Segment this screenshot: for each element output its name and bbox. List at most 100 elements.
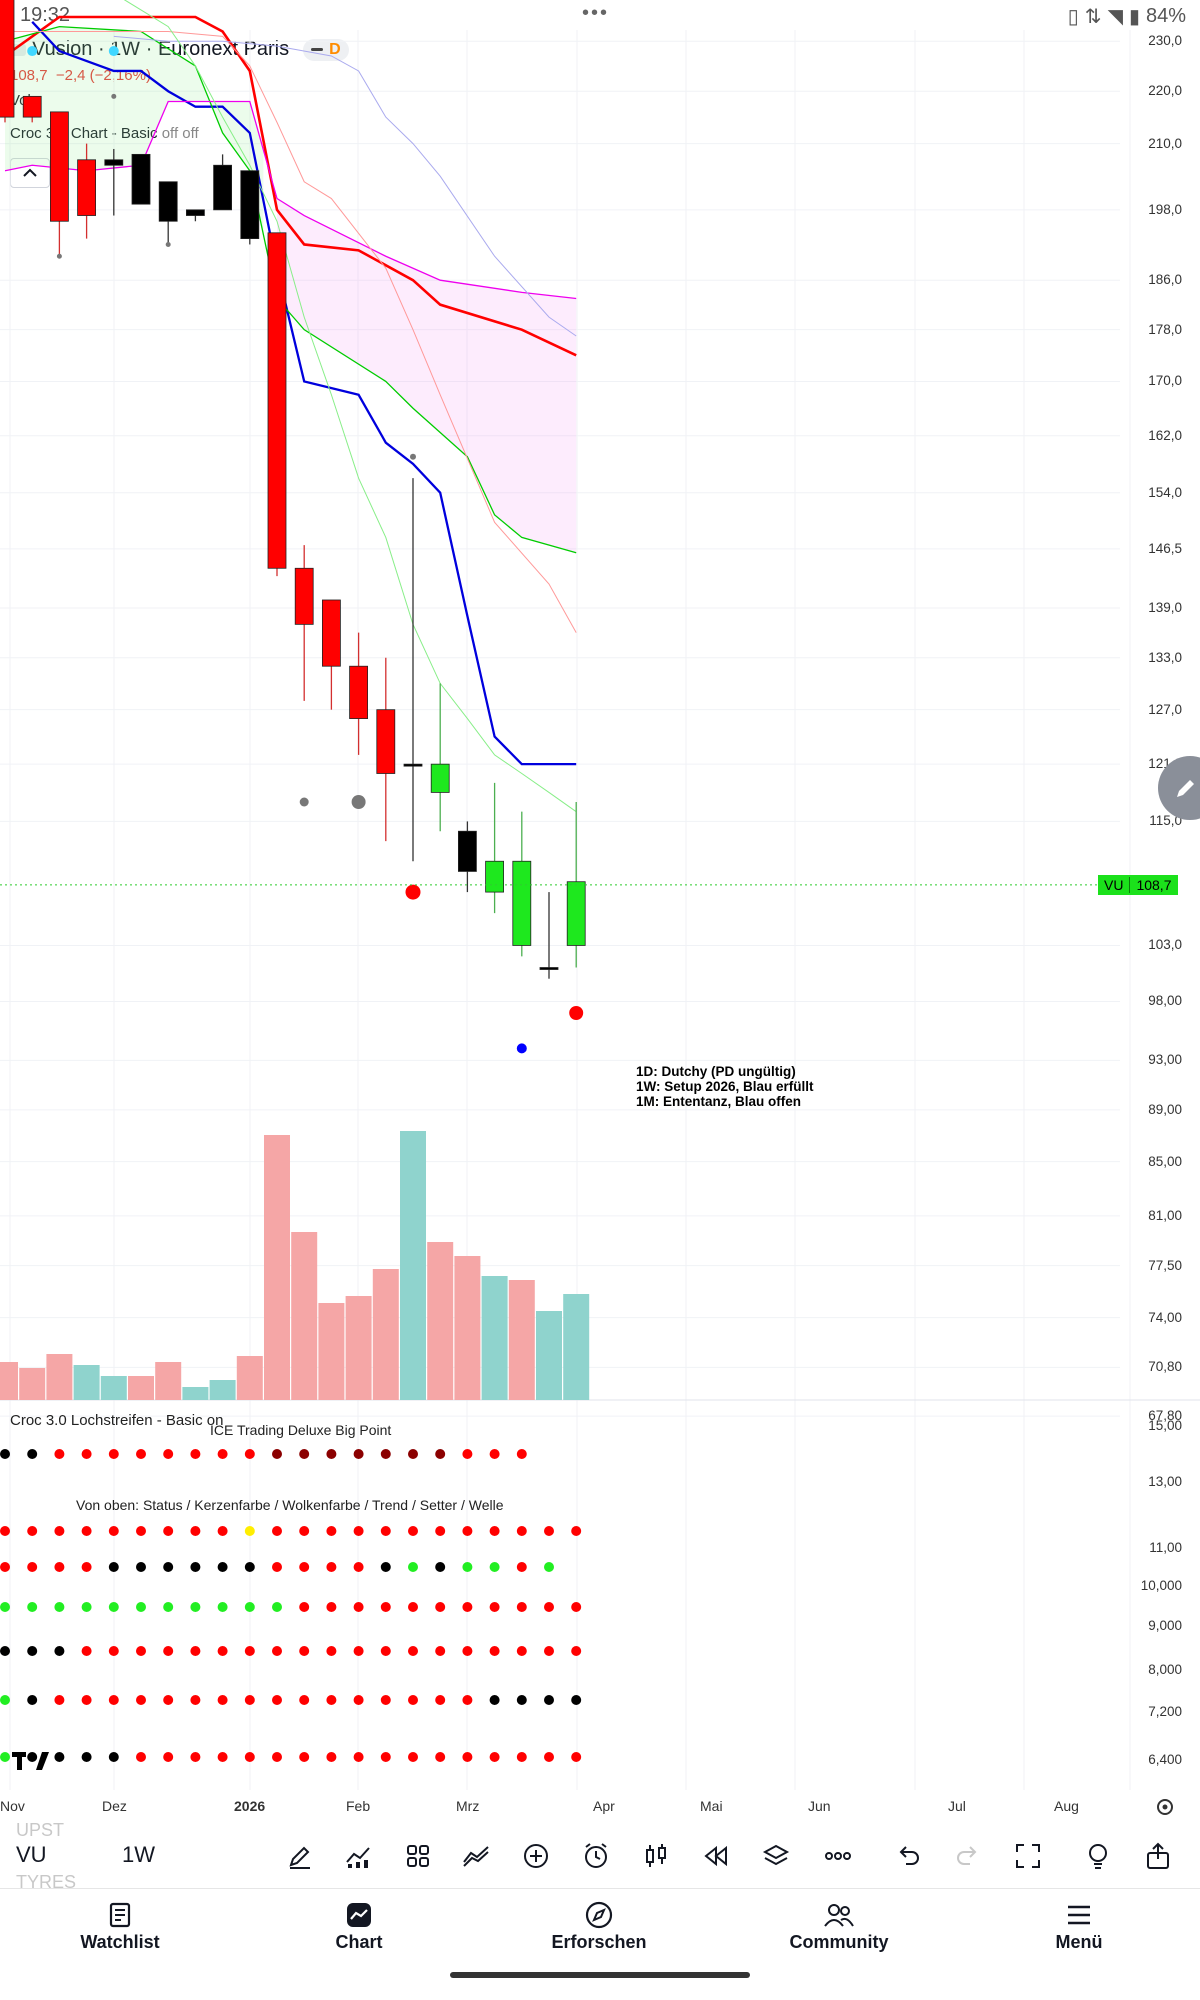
status-dot xyxy=(326,1602,337,1612)
status-dot xyxy=(435,1602,446,1612)
status-dot xyxy=(272,1449,282,1459)
undo-button[interactable] xyxy=(892,1840,924,1872)
status-dot xyxy=(217,1602,228,1612)
toolbar-interval[interactable]: 1W xyxy=(122,1842,155,1867)
candle-body xyxy=(267,232,287,569)
wifi-icon: ◥ xyxy=(1107,6,1123,28)
chart-type-button[interactable] xyxy=(640,1840,672,1872)
price-chart[interactable] xyxy=(0,0,1200,1800)
add-button[interactable] xyxy=(520,1840,552,1872)
status-dot xyxy=(27,1646,38,1656)
status-dot xyxy=(272,1526,282,1536)
share-button[interactable] xyxy=(1142,1840,1174,1872)
status-dot xyxy=(108,1562,119,1572)
lightbulb-icon xyxy=(1089,1844,1107,1869)
status-dot xyxy=(108,1646,119,1656)
status-dot xyxy=(380,1695,391,1705)
indicator-line xyxy=(123,0,577,813)
status-dot xyxy=(163,1695,174,1705)
status-dot xyxy=(217,1449,228,1459)
status-dot xyxy=(27,1602,38,1612)
nav-explore[interactable]: Erforschen xyxy=(519,1900,679,1953)
nav-menu[interactable]: Menü xyxy=(999,1900,1159,1953)
status-dot xyxy=(299,1449,310,1459)
indicator-line xyxy=(4,25,577,554)
status-dot xyxy=(435,1526,446,1536)
share-icon xyxy=(1147,1842,1169,1869)
indicators-button[interactable] xyxy=(342,1840,374,1872)
status-dot xyxy=(136,1526,146,1536)
ghost-symbol-top[interactable]: UPST xyxy=(16,1820,65,1840)
status-dot xyxy=(163,1526,174,1536)
grid-icon xyxy=(407,1845,429,1867)
status-dot xyxy=(571,1602,582,1612)
indicator-state: off off xyxy=(161,125,199,142)
status-dot xyxy=(54,1449,65,1459)
time-axis-label: Feb xyxy=(346,1798,371,1814)
compare-button[interactable] xyxy=(460,1840,492,1872)
nav-chart[interactable]: Chart xyxy=(279,1900,439,1953)
volume-bar xyxy=(291,1232,318,1400)
layers-button[interactable] xyxy=(760,1840,792,1872)
candle-body xyxy=(185,209,205,216)
lower-pane-title[interactable]: Croc 3.0 Lochstreifen - Basic on xyxy=(10,1412,224,1429)
ghost-symbol-bottom[interactable]: TYRES xyxy=(16,1872,77,1892)
symbol-title[interactable]: Vusion · 1W · Euronext Paris xyxy=(32,38,290,60)
lower-axis-label: 15,00 xyxy=(1148,1418,1182,1433)
status-dot xyxy=(272,1695,282,1705)
nav-label: Erforschen xyxy=(551,1932,647,1952)
layouts-button[interactable] xyxy=(402,1840,434,1872)
status-dot xyxy=(408,1602,418,1612)
more-button[interactable] xyxy=(822,1840,854,1872)
pencil-icon xyxy=(289,1846,310,1869)
status-more-dots[interactable]: ••• xyxy=(582,2,610,24)
status-dot xyxy=(516,1449,527,1459)
status-dot xyxy=(435,1695,446,1705)
home-indicator[interactable] xyxy=(450,1972,750,1978)
nav-community[interactable]: Community xyxy=(759,1900,919,1953)
compass-icon xyxy=(585,1901,613,1929)
status-dot xyxy=(190,1752,201,1762)
status-dot xyxy=(0,1646,10,1656)
indicator-legend[interactable]: Croc 3.0 Chart - Basic off off xyxy=(10,125,349,142)
price-axis-label: 170,0 xyxy=(1148,373,1182,389)
price-axis-label: 198,0 xyxy=(1148,201,1182,217)
status-dot xyxy=(27,1562,38,1572)
status-dot xyxy=(462,1602,473,1612)
status-dot xyxy=(326,1562,337,1572)
volume-bar xyxy=(209,1380,236,1400)
redo-button[interactable] xyxy=(952,1840,984,1872)
status-dot xyxy=(544,1752,554,1762)
alert-button[interactable] xyxy=(580,1840,612,1872)
lower-axis-label: 11,00 xyxy=(1149,1540,1182,1555)
status-dot xyxy=(190,1602,201,1612)
tradingview-logo-icon xyxy=(12,1752,49,1770)
replay-button[interactable] xyxy=(700,1840,732,1872)
tradingview-logo[interactable] xyxy=(12,1748,52,1779)
status-dot xyxy=(353,1752,364,1762)
nav-watchlist[interactable]: Watchlist xyxy=(40,1900,200,1953)
drawing-edit-button[interactable] xyxy=(1158,756,1200,820)
price-axis-label: 98,00 xyxy=(1148,993,1182,1009)
status-dot xyxy=(163,1646,174,1656)
signal-dot xyxy=(351,794,366,809)
ice-indicator-title[interactable]: ICE Trading Deluxe Big Point xyxy=(210,1422,392,1438)
price-axis-label: 103,0 xyxy=(1148,937,1182,953)
candle-body xyxy=(403,763,423,767)
ideas-button[interactable] xyxy=(1082,1840,1114,1872)
status-dot xyxy=(462,1526,473,1536)
candle-body xyxy=(213,164,233,211)
status-dot xyxy=(435,1449,446,1459)
toolbar-symbol[interactable]: VU xyxy=(16,1842,47,1867)
status-dot xyxy=(571,1646,582,1656)
exchange-pill[interactable]: D xyxy=(303,38,349,61)
status-time: 19:32 xyxy=(20,4,71,26)
price-axis-label: 81,00 xyxy=(1148,1207,1182,1223)
fullscreen-button[interactable] xyxy=(1012,1840,1044,1872)
draw-tool-button[interactable] xyxy=(284,1840,316,1872)
collapse-legend-button[interactable] xyxy=(10,158,50,188)
status-dot xyxy=(353,1449,364,1459)
candle-body xyxy=(0,0,15,118)
chart-settings-gear[interactable] xyxy=(1154,1796,1176,1823)
volume-bar xyxy=(427,1242,454,1400)
